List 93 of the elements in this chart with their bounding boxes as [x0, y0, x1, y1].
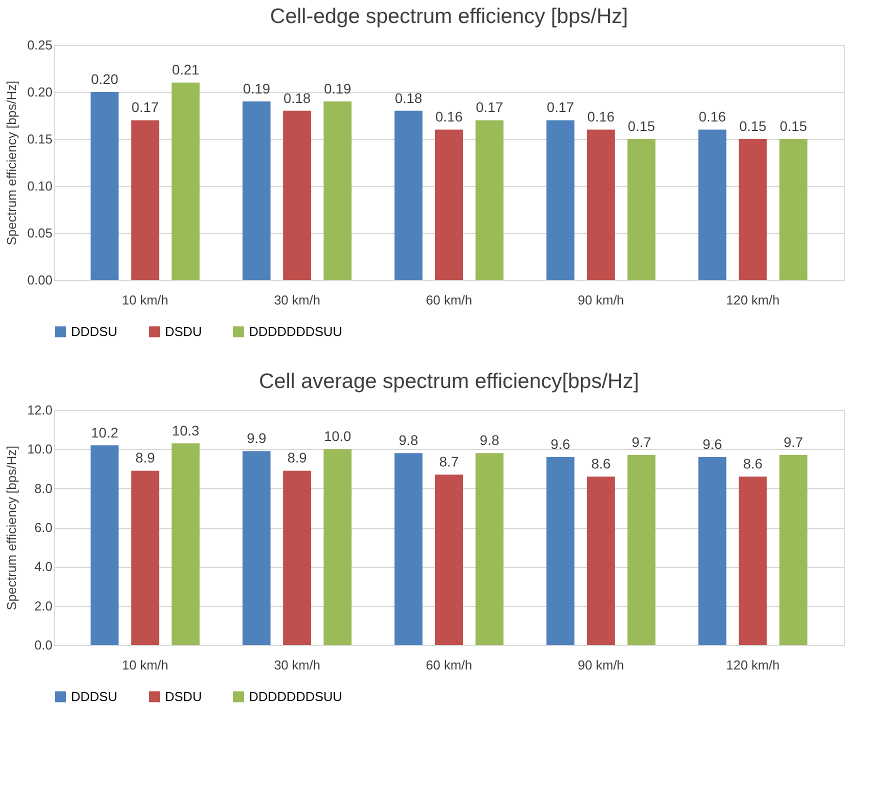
bar — [627, 455, 656, 645]
data-label: 0.18 — [394, 90, 422, 106]
bar — [394, 110, 422, 280]
data-label: 0.19 — [242, 80, 270, 96]
bar — [546, 457, 574, 645]
data-label: 0.15 — [739, 118, 767, 134]
legend-label: DSDU — [165, 324, 202, 339]
data-label: 9.8 — [398, 432, 418, 448]
data-label: 10.0 — [324, 428, 352, 444]
data-label: 9.7 — [784, 434, 804, 450]
bar — [172, 82, 200, 280]
data-label: 0.16 — [435, 108, 463, 125]
legend-label: DDDDDDDSUU — [249, 688, 342, 704]
data-label: 0.19 — [324, 80, 352, 96]
data-label: 9.8 — [480, 432, 500, 448]
bar — [283, 470, 312, 645]
bar — [242, 101, 271, 280]
y-axis-title: Spectrum efficiency [bps/Hz] — [4, 446, 20, 610]
x-tick-label: 120 km/h — [726, 658, 780, 672]
bar — [698, 457, 726, 645]
legend-label: DSDU — [165, 688, 202, 704]
x-tick-label: 90 km/h — [578, 658, 624, 672]
y-tick-label: 12.0 — [27, 402, 52, 418]
data-label: 0.17 — [546, 99, 574, 116]
bar — [131, 470, 160, 645]
data-label: 8.9 — [135, 450, 156, 466]
data-label: 0.21 — [172, 62, 200, 78]
bar — [172, 443, 200, 645]
bar — [738, 476, 767, 645]
y-tick-label: 0.05 — [27, 226, 52, 240]
bar — [90, 445, 119, 645]
bar — [698, 130, 726, 280]
bar — [435, 474, 463, 645]
data-label: 9.9 — [246, 430, 267, 446]
bar — [586, 130, 615, 280]
data-label: 9.7 — [632, 434, 652, 450]
bar — [476, 453, 504, 645]
data-label: 0.20 — [91, 71, 118, 87]
bar — [90, 92, 119, 280]
data-label: 9.6 — [550, 436, 570, 452]
data-label: 10.2 — [91, 424, 118, 440]
data-label: 9.6 — [702, 436, 722, 452]
x-tick-label: 10 km/h — [122, 658, 168, 672]
y-tick-label: 0.00 — [27, 272, 52, 288]
data-label: 0.17 — [476, 99, 504, 116]
data-label: 0.16 — [587, 108, 615, 125]
bar — [242, 451, 271, 645]
x-tick-label: 60 km/h — [426, 658, 472, 672]
y-tick-label: 4.0 — [34, 559, 52, 574]
data-label: 8.9 — [287, 450, 308, 466]
data-label: 0.18 — [283, 90, 311, 106]
chart-title: Cell average spectrum efficiency[bps/Hz] — [258, 370, 640, 393]
data-label: 0.16 — [698, 108, 726, 125]
chart-title: Cell-edge spectrum efficiency [bps/Hz] — [270, 5, 628, 28]
bar — [394, 453, 422, 645]
bar — [435, 130, 463, 280]
bar — [324, 101, 352, 280]
bar — [627, 139, 656, 280]
x-tick-label: 90 km/h — [578, 292, 624, 308]
y-axis-title: Spectrum efficiency [bps/Hz] — [4, 80, 20, 246]
bar — [779, 455, 808, 645]
data-label: 0.15 — [780, 118, 808, 134]
y-tick-label: 0.15 — [27, 132, 52, 146]
bar — [738, 139, 767, 280]
y-tick-label: 0.25 — [27, 38, 52, 52]
data-label: 0.15 — [628, 118, 656, 134]
data-label: 10.3 — [172, 422, 200, 438]
bar — [283, 110, 312, 280]
bar — [324, 449, 352, 645]
y-tick-label: 0.10 — [27, 178, 52, 194]
x-tick-label: 10 km/h — [122, 292, 168, 308]
y-tick-label: 0.0 — [34, 638, 52, 652]
bar — [779, 139, 808, 280]
x-tick-label: 60 km/h — [426, 292, 472, 308]
bar — [476, 120, 504, 280]
data-label: 0.17 — [132, 99, 159, 116]
y-tick-label: 2.0 — [34, 598, 52, 614]
x-tick-label: 30 km/h — [274, 658, 320, 672]
y-tick-label: 10.0 — [27, 442, 52, 457]
bar — [546, 120, 574, 280]
data-label: 8.6 — [743, 456, 763, 472]
legend-label: DDDSU — [71, 324, 118, 339]
y-tick-label: 6.0 — [34, 520, 52, 535]
bar — [586, 476, 615, 645]
data-label: 8.6 — [591, 456, 611, 472]
x-tick-label: 120 km/h — [726, 292, 780, 308]
x-tick-label: 30 km/h — [274, 292, 320, 308]
data-label: 8.7 — [439, 454, 459, 470]
legend-label: DDDSU — [71, 688, 118, 704]
y-tick-label: 8.0 — [34, 480, 52, 496]
y-tick-label: 0.20 — [27, 84, 52, 100]
legend-label: DDDDDDDSUU — [249, 324, 342, 339]
bar — [131, 120, 160, 280]
